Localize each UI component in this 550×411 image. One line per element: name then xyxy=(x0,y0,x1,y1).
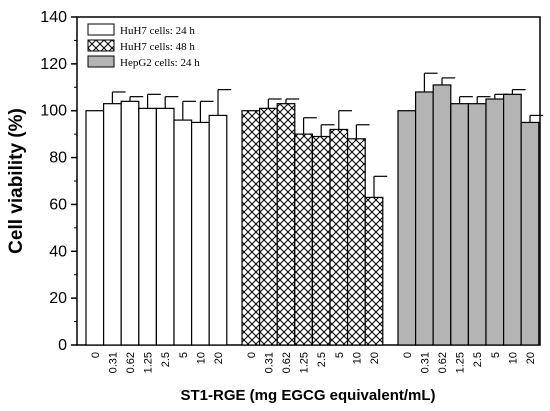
x-tick-label: 1.25 xyxy=(143,352,155,373)
bar-2-20 xyxy=(364,196,384,346)
bar-3-0.62 xyxy=(432,84,452,346)
bar-1-5 xyxy=(173,119,193,346)
y-tick-label: 120 xyxy=(40,56,67,73)
y-axis-label: Cell viability (%) xyxy=(6,108,27,254)
x-tick-label: 20 xyxy=(525,352,537,364)
y-axis: 0 20 40 60 80 100 120 140 xyxy=(40,9,77,354)
y-tick-label: 80 xyxy=(49,150,67,167)
x-tick-label: 20 xyxy=(213,352,225,364)
x-axis: 0 0.31 0.62 1.25 2.5 5 10 20 0 0.31 0.62 1.25 2.5 5 10… xyxy=(90,352,537,373)
y-tick-label: 60 xyxy=(49,196,67,213)
bar-2-10 xyxy=(347,138,366,346)
y-tick-label: 20 xyxy=(49,290,67,307)
bar-1-1.25 xyxy=(138,107,158,346)
y-tick-label: 0 xyxy=(58,337,67,354)
bar-3-0 xyxy=(397,110,417,346)
x-tick-label: 0.31 xyxy=(107,352,119,373)
x-tick-label: 0 xyxy=(402,352,414,358)
x-tick-label: 5 xyxy=(178,352,190,358)
x-tick-label: 0.62 xyxy=(125,352,137,373)
x-tick-label: 10 xyxy=(351,352,363,364)
legend-swatch-3 xyxy=(87,55,115,68)
x-tick-label: 2.5 xyxy=(472,352,484,367)
y-tick-label: 140 xyxy=(40,9,67,26)
legend-swatch-2 xyxy=(87,39,115,52)
x-tick-label: 0 xyxy=(246,352,258,358)
x-tick-label: 1.25 xyxy=(299,352,311,373)
x-tick-label: 10 xyxy=(507,352,519,364)
y-tick-label: 100 xyxy=(40,103,67,120)
x-tick-label: 2.5 xyxy=(316,352,328,367)
bar-1-0.62 xyxy=(120,100,140,346)
x-tick-label: 10 xyxy=(195,352,207,364)
x-tick-label: 5 xyxy=(334,352,346,358)
x-tick-label: 0.62 xyxy=(281,352,293,373)
bar-3-1.25 xyxy=(450,103,469,346)
bar-2-0 xyxy=(241,110,261,346)
error-bars-layer xyxy=(111,72,544,198)
legend-label-2: HuH7 cells: 48 h xyxy=(120,41,195,53)
bar-3-5 xyxy=(485,98,505,346)
bar-2-0.31 xyxy=(259,107,278,346)
bar-2-0.62 xyxy=(276,103,296,346)
legend: HuH7 cells: 24 h HuH7 cells: 48 h HepG2 ce… xyxy=(87,23,200,69)
bar-2-1.25 xyxy=(294,133,313,346)
bar-1-10 xyxy=(191,121,210,346)
x-tick-label: 1.25 xyxy=(455,352,467,373)
y-tick-label: 40 xyxy=(49,243,67,260)
bar-3-0.31 xyxy=(415,91,434,346)
x-tick-label: 2.5 xyxy=(160,352,172,367)
x-tick-label: 0.62 xyxy=(437,352,449,373)
x-tick-label: 5 xyxy=(490,352,502,358)
bar-2-5 xyxy=(329,128,349,346)
bar-1-0 xyxy=(85,110,105,346)
legend-label-3: HepG2 cells: 24 h xyxy=(120,57,200,69)
plot-area xyxy=(76,16,544,346)
bar-1-2.5 xyxy=(155,107,175,346)
bar-1-20 xyxy=(208,114,228,346)
bars-layer xyxy=(85,84,540,346)
x-tick-label: 0 xyxy=(90,352,102,358)
legend-label-1: HuH7 cells: 24 h xyxy=(120,25,195,37)
bar-1-0.31 xyxy=(102,103,122,346)
x-tick-label: 0.31 xyxy=(263,352,275,373)
x-tick-label: 20 xyxy=(369,352,381,364)
bar-2-2.5 xyxy=(311,135,331,346)
legend-swatch-1 xyxy=(87,23,115,36)
bar-3-2.5 xyxy=(467,103,487,346)
bar-3-20 xyxy=(520,121,540,346)
x-axis-label: ST1-RGE (mg EGCG equivalent/mL) xyxy=(180,387,435,404)
x-tick-label: 0.31 xyxy=(419,352,431,373)
bar-3-10 xyxy=(503,93,522,346)
